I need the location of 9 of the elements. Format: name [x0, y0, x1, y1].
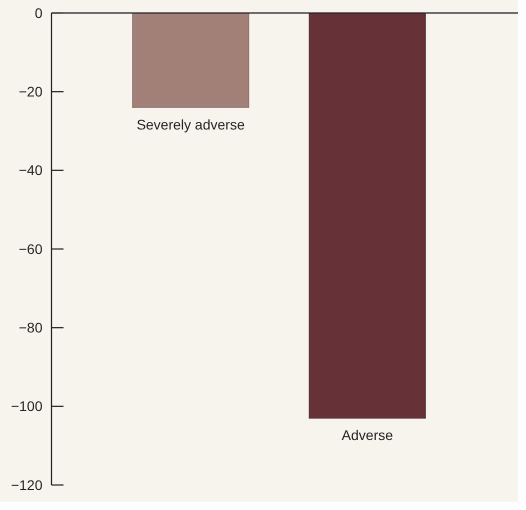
- y-tick-label: −120: [10, 476, 43, 493]
- x-tick-label: Severely adverse: [136, 116, 245, 132]
- y-tick-label: −20: [18, 84, 43, 100]
- y-tick-label: −60: [18, 240, 43, 257]
- y-tick-label: −80: [18, 320, 43, 336]
- y-tick-label: −40: [18, 162, 43, 178]
- y-tick-label: 0: [34, 4, 43, 21]
- y-tick-label: −100: [10, 398, 43, 414]
- x-tick-label: Adverse: [342, 427, 394, 444]
